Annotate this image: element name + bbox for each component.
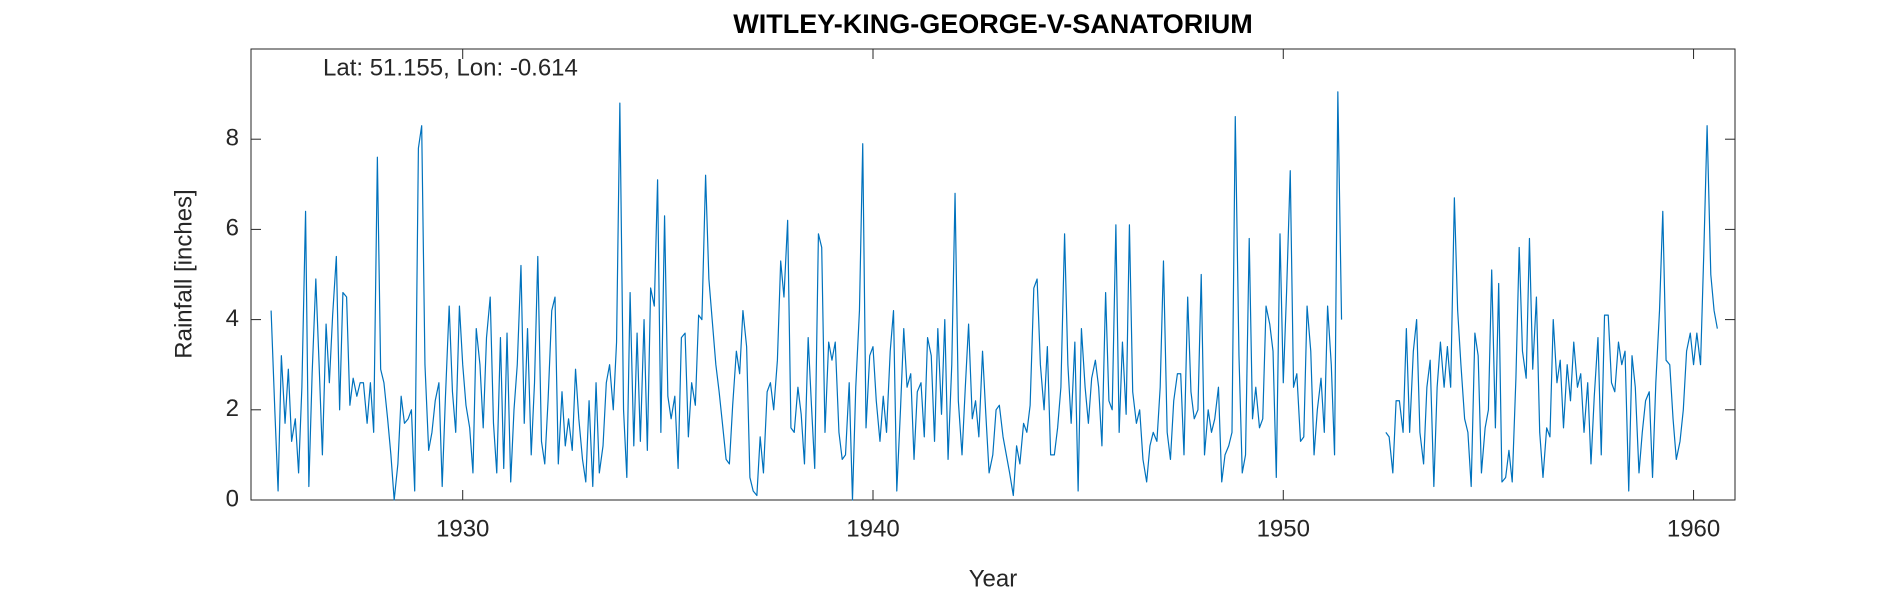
y-tick-label: 2: [226, 395, 239, 422]
chart-title: WITLEY-KING-GEORGE-V-SANATORIUM: [733, 9, 1253, 39]
x-tick-label: 1930: [436, 515, 489, 542]
x-tick-label: 1960: [1667, 515, 1720, 542]
y-tick-label: 0: [226, 485, 239, 512]
plot-frame: [250, 48, 1736, 501]
y-tick-label: 4: [226, 305, 239, 332]
x-tick-label: 1950: [1257, 515, 1310, 542]
x-axis-label: Year: [969, 565, 1018, 591]
y-axis-label: Rainfall [inches]: [170, 189, 197, 358]
annotation: Lat: 51.155, Lon: -0.614: [323, 54, 578, 81]
y-tick-label: 8: [226, 125, 239, 152]
x-tick-label: 1940: [846, 515, 899, 542]
y-tick-label: 6: [226, 215, 239, 242]
rainfall-line: [270, 91, 1718, 501]
